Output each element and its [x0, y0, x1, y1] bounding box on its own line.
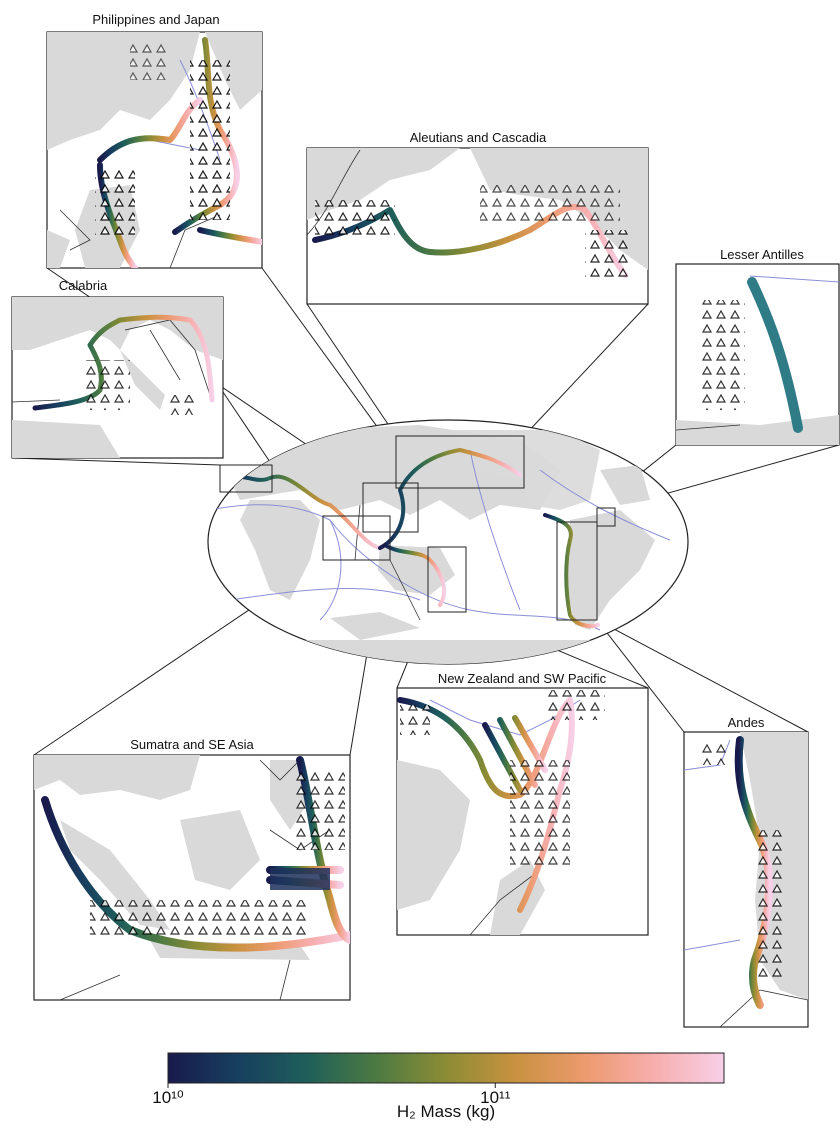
inset-title: Sumatra and SE Asia [130, 737, 254, 752]
colorbar-label: H₂ Mass (kg) [397, 1102, 495, 1121]
inset-title: Calabria [59, 278, 108, 293]
colorbar-tick-label: 10¹⁰ [152, 1088, 184, 1107]
inset-title: New Zealand and SW Pacific [438, 671, 607, 686]
inset-lesser-antilles: Lesser Antilles [675, 247, 840, 446]
inset-title: Lesser Antilles [720, 247, 804, 262]
inset-calabria: Calabria [11, 278, 224, 459]
inset-aleutians-cascadia: Aleutians and Cascadia [306, 130, 649, 305]
inset-andes: Andes [683, 715, 809, 1028]
connectors [11, 267, 840, 756]
inset-title: Aleutians and Cascadia [410, 130, 547, 145]
inset-new-zealand: New Zealand and SW Pacific [396, 671, 649, 936]
colorbar-tick-label: 10¹¹ [480, 1088, 511, 1107]
colorbar: H₂ Mass (kg) 10¹⁰ 10¹¹ [152, 1052, 725, 1121]
world-map [207, 419, 689, 665]
colorbar-ramp [167, 1052, 725, 1084]
inset-title: Philippines and Japan [92, 12, 219, 27]
inset-title: Andes [728, 715, 765, 730]
inset-philippines-japan: Philippines and Japan [46, 12, 263, 269]
inset-sumatra-se-asia: Sumatra and SE Asia [33, 737, 351, 1001]
